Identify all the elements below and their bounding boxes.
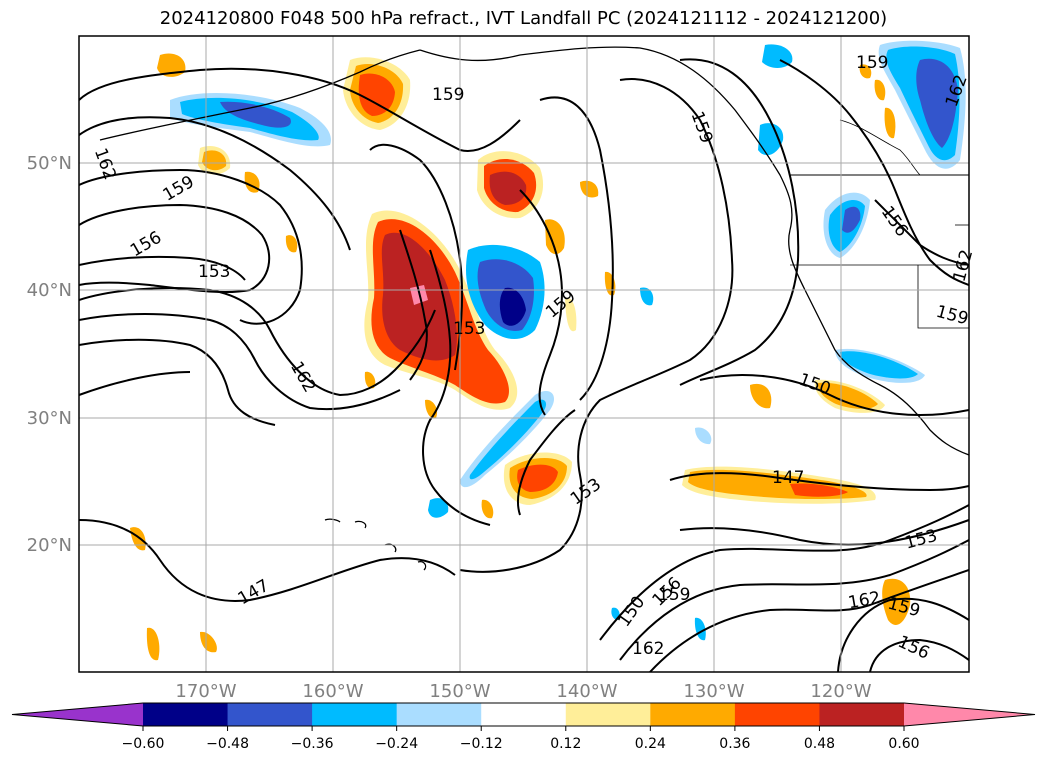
contour-label: 162 [90,145,120,182]
colorbar-tick-label: −0.60 [122,736,165,752]
colorbar-tick-label: −0.36 [291,736,334,752]
contour-label: 159 [687,109,717,146]
contour-label: 159 [658,585,690,605]
contour-label: 156 [895,632,933,664]
contour-label: 162 [632,639,664,659]
lat-label: 50°N [27,153,72,174]
colorbar-tick-label: −0.24 [375,736,418,752]
map-frame [78,35,970,673]
contour-label: 150 [796,370,833,400]
lon-label: 130°W [683,681,744,702]
colorbar-tick-label: 0.12 [550,736,581,752]
latitude-labels: 50°N 40°N 30°N 20°N [27,153,72,556]
colorbar-segment [481,703,567,726]
colorbar-segment [565,703,651,726]
contour-label: 159 [934,302,971,330]
lat-label: 20°N [27,535,72,556]
colorbar-tick-label: 0.24 [635,736,666,752]
contour-label: 162 [847,588,882,613]
contour-label: 159 [432,85,464,105]
coastlines [99,46,969,571]
contour-label: 153 [903,526,940,554]
colorbar-tick-label: 0.60 [888,736,919,752]
colorbar-tick-label: 0.36 [719,736,750,752]
contour-label: 153 [198,262,230,282]
colorbar-segment [819,703,905,726]
anomaly-fills [130,40,966,661]
contour-label: 150 [614,593,649,631]
graticule [79,36,969,672]
height-contours [79,58,969,672]
lon-label: 150°W [429,681,490,702]
colorbar-tick-label: −0.48 [206,736,249,752]
colorbar-segment [143,703,229,726]
lon-label: 160°W [302,681,363,702]
colorbar-extend-high [904,703,1035,726]
lon-label: 120°W [810,681,871,702]
contour-label: 162 [950,248,978,285]
contour-label: 159 [160,172,198,206]
lon-label: 140°W [556,681,617,702]
colorbar-extend-low [12,703,143,726]
lat-label: 30°N [27,408,72,429]
colorbar-segment [734,703,820,726]
lon-label: 170°W [175,681,236,702]
colorbar-segment [227,703,313,726]
contour-label: 153 [567,474,605,509]
contour-label: 147 [235,576,273,610]
colorbar: −0.60 −0.48 −0.36 −0.24 −0.12 0.12 0.24 0.36 0.4… [11,702,1036,752]
contour-label: 147 [772,468,804,488]
colorbar-tick-label: 0.48 [804,736,835,752]
lat-label: 40°N [27,280,72,301]
longitude-labels: 170°W 160°W 150°W 140°W 130°W 120°W [175,681,871,702]
contour-label: 153 [453,319,485,339]
map-title: 2024120800 F048 500 hPa refract., IVT La… [159,8,888,29]
contour-label: 159 [856,53,888,73]
colorbar-segment [312,703,398,726]
colorbar-segment [650,703,736,726]
colorbar-segment [396,703,482,726]
colorbar-tick-label: −0.12 [460,736,503,752]
